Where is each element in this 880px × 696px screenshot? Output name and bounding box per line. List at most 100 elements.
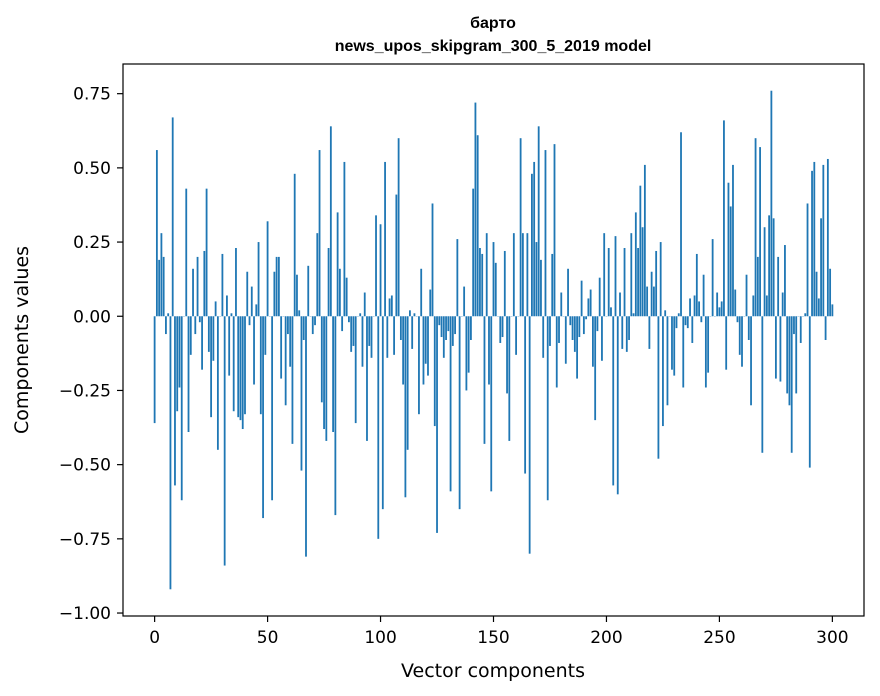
bar-23	[205, 188, 208, 317]
bar-262	[745, 274, 748, 317]
bar-184	[569, 316, 572, 326]
bar-35	[232, 316, 235, 412]
x-tick-label-100: 100	[364, 628, 396, 648]
bar-125	[436, 316, 438, 533]
bar-236	[686, 316, 689, 329]
bar-138	[465, 316, 468, 391]
bar-280	[786, 316, 789, 394]
bar-33	[228, 316, 231, 376]
bar-186	[573, 316, 576, 352]
bar-146	[483, 316, 486, 444]
bar-126	[438, 316, 441, 326]
bar-77	[327, 248, 330, 317]
bar-179	[558, 316, 560, 343]
bar-244	[704, 316, 707, 388]
bar-295	[820, 218, 822, 317]
bar-243	[702, 274, 705, 317]
bar-124	[433, 316, 436, 427]
bar-21	[201, 316, 203, 370]
bar-142	[474, 102, 477, 317]
bar-129	[445, 316, 447, 340]
bar-119	[422, 316, 425, 385]
bar-46	[257, 242, 260, 317]
bar-229	[671, 316, 673, 370]
bar-143	[476, 135, 479, 317]
bar-219	[648, 316, 651, 349]
bar-201	[607, 248, 610, 317]
bar-266	[754, 138, 757, 317]
bar-109	[399, 316, 402, 340]
bar-171	[540, 259, 542, 317]
bar-145	[481, 253, 484, 317]
bar-60	[289, 316, 292, 367]
bar-167	[531, 173, 533, 317]
bar-284	[795, 316, 798, 394]
bar-232	[677, 313, 680, 317]
bar-273	[770, 90, 773, 317]
bar-99	[377, 316, 380, 539]
bar-154	[501, 316, 504, 338]
bar-293	[815, 271, 818, 317]
bar-204	[614, 236, 617, 317]
bar-0	[153, 316, 156, 424]
bar-150	[492, 242, 495, 317]
bar-205	[616, 316, 619, 495]
bar-222	[655, 250, 658, 317]
bar-20	[198, 316, 201, 323]
bar-279	[784, 245, 786, 317]
y-axis-label: Components values	[11, 246, 33, 434]
bar-144	[479, 248, 481, 317]
bar-148	[488, 316, 490, 385]
bar-274	[772, 218, 775, 317]
bar-62	[293, 173, 296, 317]
bar-271	[765, 295, 768, 317]
bar-224	[659, 242, 662, 317]
bar-147	[485, 233, 488, 317]
bar-189	[580, 280, 583, 317]
x-axis-label: Vector components	[401, 660, 585, 682]
bar-67	[305, 316, 307, 557]
bar-188	[578, 316, 581, 338]
bar-94	[366, 316, 368, 441]
bar-257	[734, 289, 737, 317]
bar-180	[560, 292, 563, 317]
bar-61	[291, 316, 294, 444]
bar-83	[341, 316, 344, 332]
bar-198	[601, 316, 603, 361]
bar-15	[187, 316, 190, 432]
bar-220	[650, 271, 653, 317]
bar-42	[248, 316, 251, 326]
bar-2	[158, 259, 161, 317]
bar-139	[467, 316, 470, 373]
bar-114	[411, 316, 414, 349]
bar-300	[831, 304, 834, 317]
bar-111	[404, 316, 407, 498]
bars-group	[153, 90, 834, 590]
bar-165	[526, 233, 529, 317]
bar-190	[582, 316, 585, 335]
bar-153	[499, 316, 502, 343]
x-axis: 0 50 100 150 200 250 300	[149, 616, 849, 648]
y-tick-label-3: −0.25	[59, 381, 111, 401]
bar-291	[811, 170, 813, 317]
bar-252	[723, 120, 725, 317]
bar-249	[716, 292, 719, 317]
x-tick-label-150: 150	[477, 628, 509, 648]
bar-98	[375, 215, 377, 317]
bar-231	[675, 316, 678, 329]
bar-258	[736, 316, 739, 323]
bar-209	[625, 316, 628, 352]
bar-265	[752, 295, 755, 317]
bar-11	[178, 316, 181, 388]
bar-178	[555, 316, 558, 388]
bar-36	[235, 248, 237, 317]
bar-174	[546, 316, 549, 501]
bar-194	[592, 316, 594, 367]
y-tick-label-7: 0.75	[73, 85, 111, 105]
bar-25	[210, 316, 213, 418]
bar-251	[720, 301, 723, 317]
bar-278	[781, 292, 784, 317]
bar-85	[345, 277, 348, 317]
bar-12	[180, 316, 183, 501]
bar-38	[239, 316, 242, 421]
